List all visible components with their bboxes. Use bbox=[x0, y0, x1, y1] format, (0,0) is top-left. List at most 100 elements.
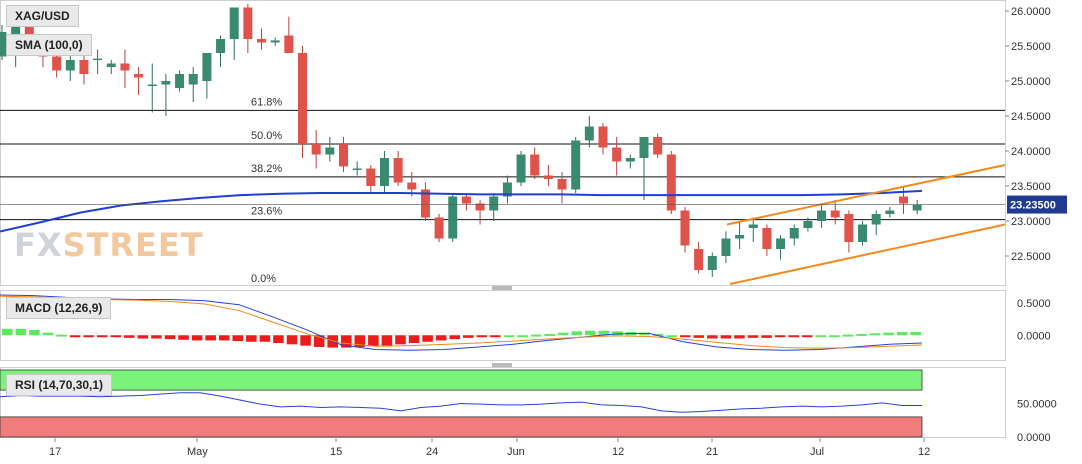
rsi-legend: RSI (14,70,30,1) bbox=[6, 374, 113, 396]
candle-body bbox=[393, 158, 403, 183]
macd-histogram-bar bbox=[246, 335, 257, 342]
candle-body bbox=[434, 217, 444, 239]
macd-histogram-bar bbox=[666, 335, 677, 338]
macd-histogram-bar bbox=[273, 335, 284, 344]
candle-body bbox=[817, 210, 827, 221]
macd-legend: MACD (12,26,9) bbox=[6, 297, 112, 319]
rsi-pane-frame bbox=[0, 367, 1006, 438]
y-tick-label: 23.5000 bbox=[1011, 181, 1051, 193]
rsi-y-tick-label: 0.0000 bbox=[1017, 432, 1051, 444]
x-tick-label: 12 bbox=[918, 446, 930, 458]
candle-body bbox=[379, 158, 389, 186]
candle-body bbox=[543, 175, 553, 179]
fib-label: 38.2% bbox=[251, 163, 282, 175]
macd-histogram-bar bbox=[720, 335, 732, 339]
macd-histogram-bar bbox=[598, 330, 610, 336]
candle-body bbox=[625, 158, 635, 162]
macd-histogram-bar bbox=[503, 335, 515, 338]
fib-label: 0.0% bbox=[251, 273, 276, 285]
candle-body bbox=[298, 53, 308, 144]
macd-histogram-bar bbox=[815, 335, 827, 338]
macd-histogram-bar bbox=[56, 334, 67, 337]
candle-body bbox=[475, 203, 485, 211]
channel-upper-line bbox=[726, 164, 1006, 226]
candle-body bbox=[65, 60, 75, 71]
candle-body bbox=[885, 210, 895, 214]
macd-histogram-bar bbox=[517, 335, 528, 338]
candle-body bbox=[134, 74, 144, 78]
macd-histogram-bar bbox=[83, 335, 94, 338]
candle-body bbox=[735, 235, 745, 239]
macd-histogram-bar bbox=[300, 335, 311, 346]
macd-histogram-bar bbox=[747, 335, 759, 338]
candle-body bbox=[666, 154, 676, 211]
candle-body bbox=[202, 53, 212, 81]
candle-body bbox=[762, 228, 772, 249]
candle-body bbox=[93, 58, 103, 61]
x-tick-label: 12 bbox=[612, 446, 624, 458]
candle-body bbox=[721, 238, 731, 256]
candle-body bbox=[571, 140, 581, 190]
rsi-y-tick-label: 50.0000 bbox=[1017, 399, 1057, 411]
candle-body bbox=[516, 154, 526, 183]
macd-histogram-bar bbox=[476, 335, 488, 338]
x-tick-label: Jul bbox=[810, 446, 824, 458]
candle-body bbox=[284, 35, 294, 53]
macd-histogram-bar bbox=[435, 335, 447, 341]
macd-histogram-bar bbox=[15, 328, 27, 336]
candle-body bbox=[639, 137, 649, 158]
candle-body bbox=[899, 196, 909, 204]
macd-histogram-bar bbox=[734, 335, 745, 339]
macd-histogram-bar bbox=[69, 335, 81, 338]
candle-body bbox=[270, 40, 280, 43]
macd-histogram-bar bbox=[652, 333, 664, 336]
candle-body bbox=[161, 81, 171, 85]
macd-histogram-bar bbox=[368, 335, 379, 347]
candle-body bbox=[338, 144, 348, 167]
macd-histogram-bar bbox=[856, 333, 867, 336]
macd-histogram-bar bbox=[801, 335, 813, 338]
y-tick-label: 24.0000 bbox=[1011, 146, 1051, 158]
macd-line bbox=[0, 294, 923, 351]
macd-histogram-bar bbox=[449, 335, 460, 340]
macd-histogram-bar bbox=[612, 331, 623, 336]
macd-histogram-bar bbox=[178, 335, 189, 340]
macd-histogram-bar bbox=[463, 335, 474, 338]
sma-line bbox=[0, 189, 923, 233]
macd-histogram-bar bbox=[571, 331, 583, 336]
fxstreet-logo: FXSTREET bbox=[14, 226, 204, 264]
candle-body bbox=[229, 7, 239, 39]
macd-signal-line bbox=[0, 295, 923, 349]
candle-body bbox=[461, 196, 471, 204]
macd-histogram-bar bbox=[774, 335, 786, 338]
macd-y-tick-label: 0.5000 bbox=[1017, 298, 1051, 310]
macd-histogram-bar bbox=[232, 335, 244, 342]
candle-body bbox=[530, 154, 540, 176]
candle-body bbox=[257, 39, 267, 43]
candle-body bbox=[912, 204, 922, 211]
macd-histogram-bar bbox=[761, 335, 772, 338]
fib-label: 61.8% bbox=[251, 96, 282, 108]
macd-histogram-bar bbox=[164, 335, 176, 340]
macd-histogram-bar bbox=[137, 335, 149, 339]
macd-histogram-bar bbox=[544, 333, 555, 336]
candle-body bbox=[858, 224, 868, 242]
candle-body bbox=[188, 74, 198, 85]
macd-histogram-bar bbox=[883, 332, 894, 336]
candle-body bbox=[612, 147, 622, 162]
candle-body bbox=[11, 25, 21, 39]
y-tick-label: 23.0000 bbox=[1011, 216, 1051, 228]
macd-histogram-bar bbox=[693, 335, 705, 338]
macd-histogram-bar bbox=[218, 335, 230, 341]
candle-body bbox=[776, 238, 786, 249]
current-price-badge bbox=[1007, 195, 1067, 214]
candle-body bbox=[311, 144, 321, 155]
y-tick-label: 22.5000 bbox=[1011, 251, 1051, 263]
candle-body bbox=[448, 196, 458, 239]
macd-histogram-bar bbox=[96, 335, 108, 338]
y-tick-label: 25.5000 bbox=[1011, 41, 1051, 53]
candle-body bbox=[0, 32, 7, 57]
candle-body bbox=[748, 224, 758, 228]
symbol-label: XAG/USD bbox=[6, 5, 79, 27]
sma-legend: SMA (100,0) bbox=[6, 34, 92, 56]
